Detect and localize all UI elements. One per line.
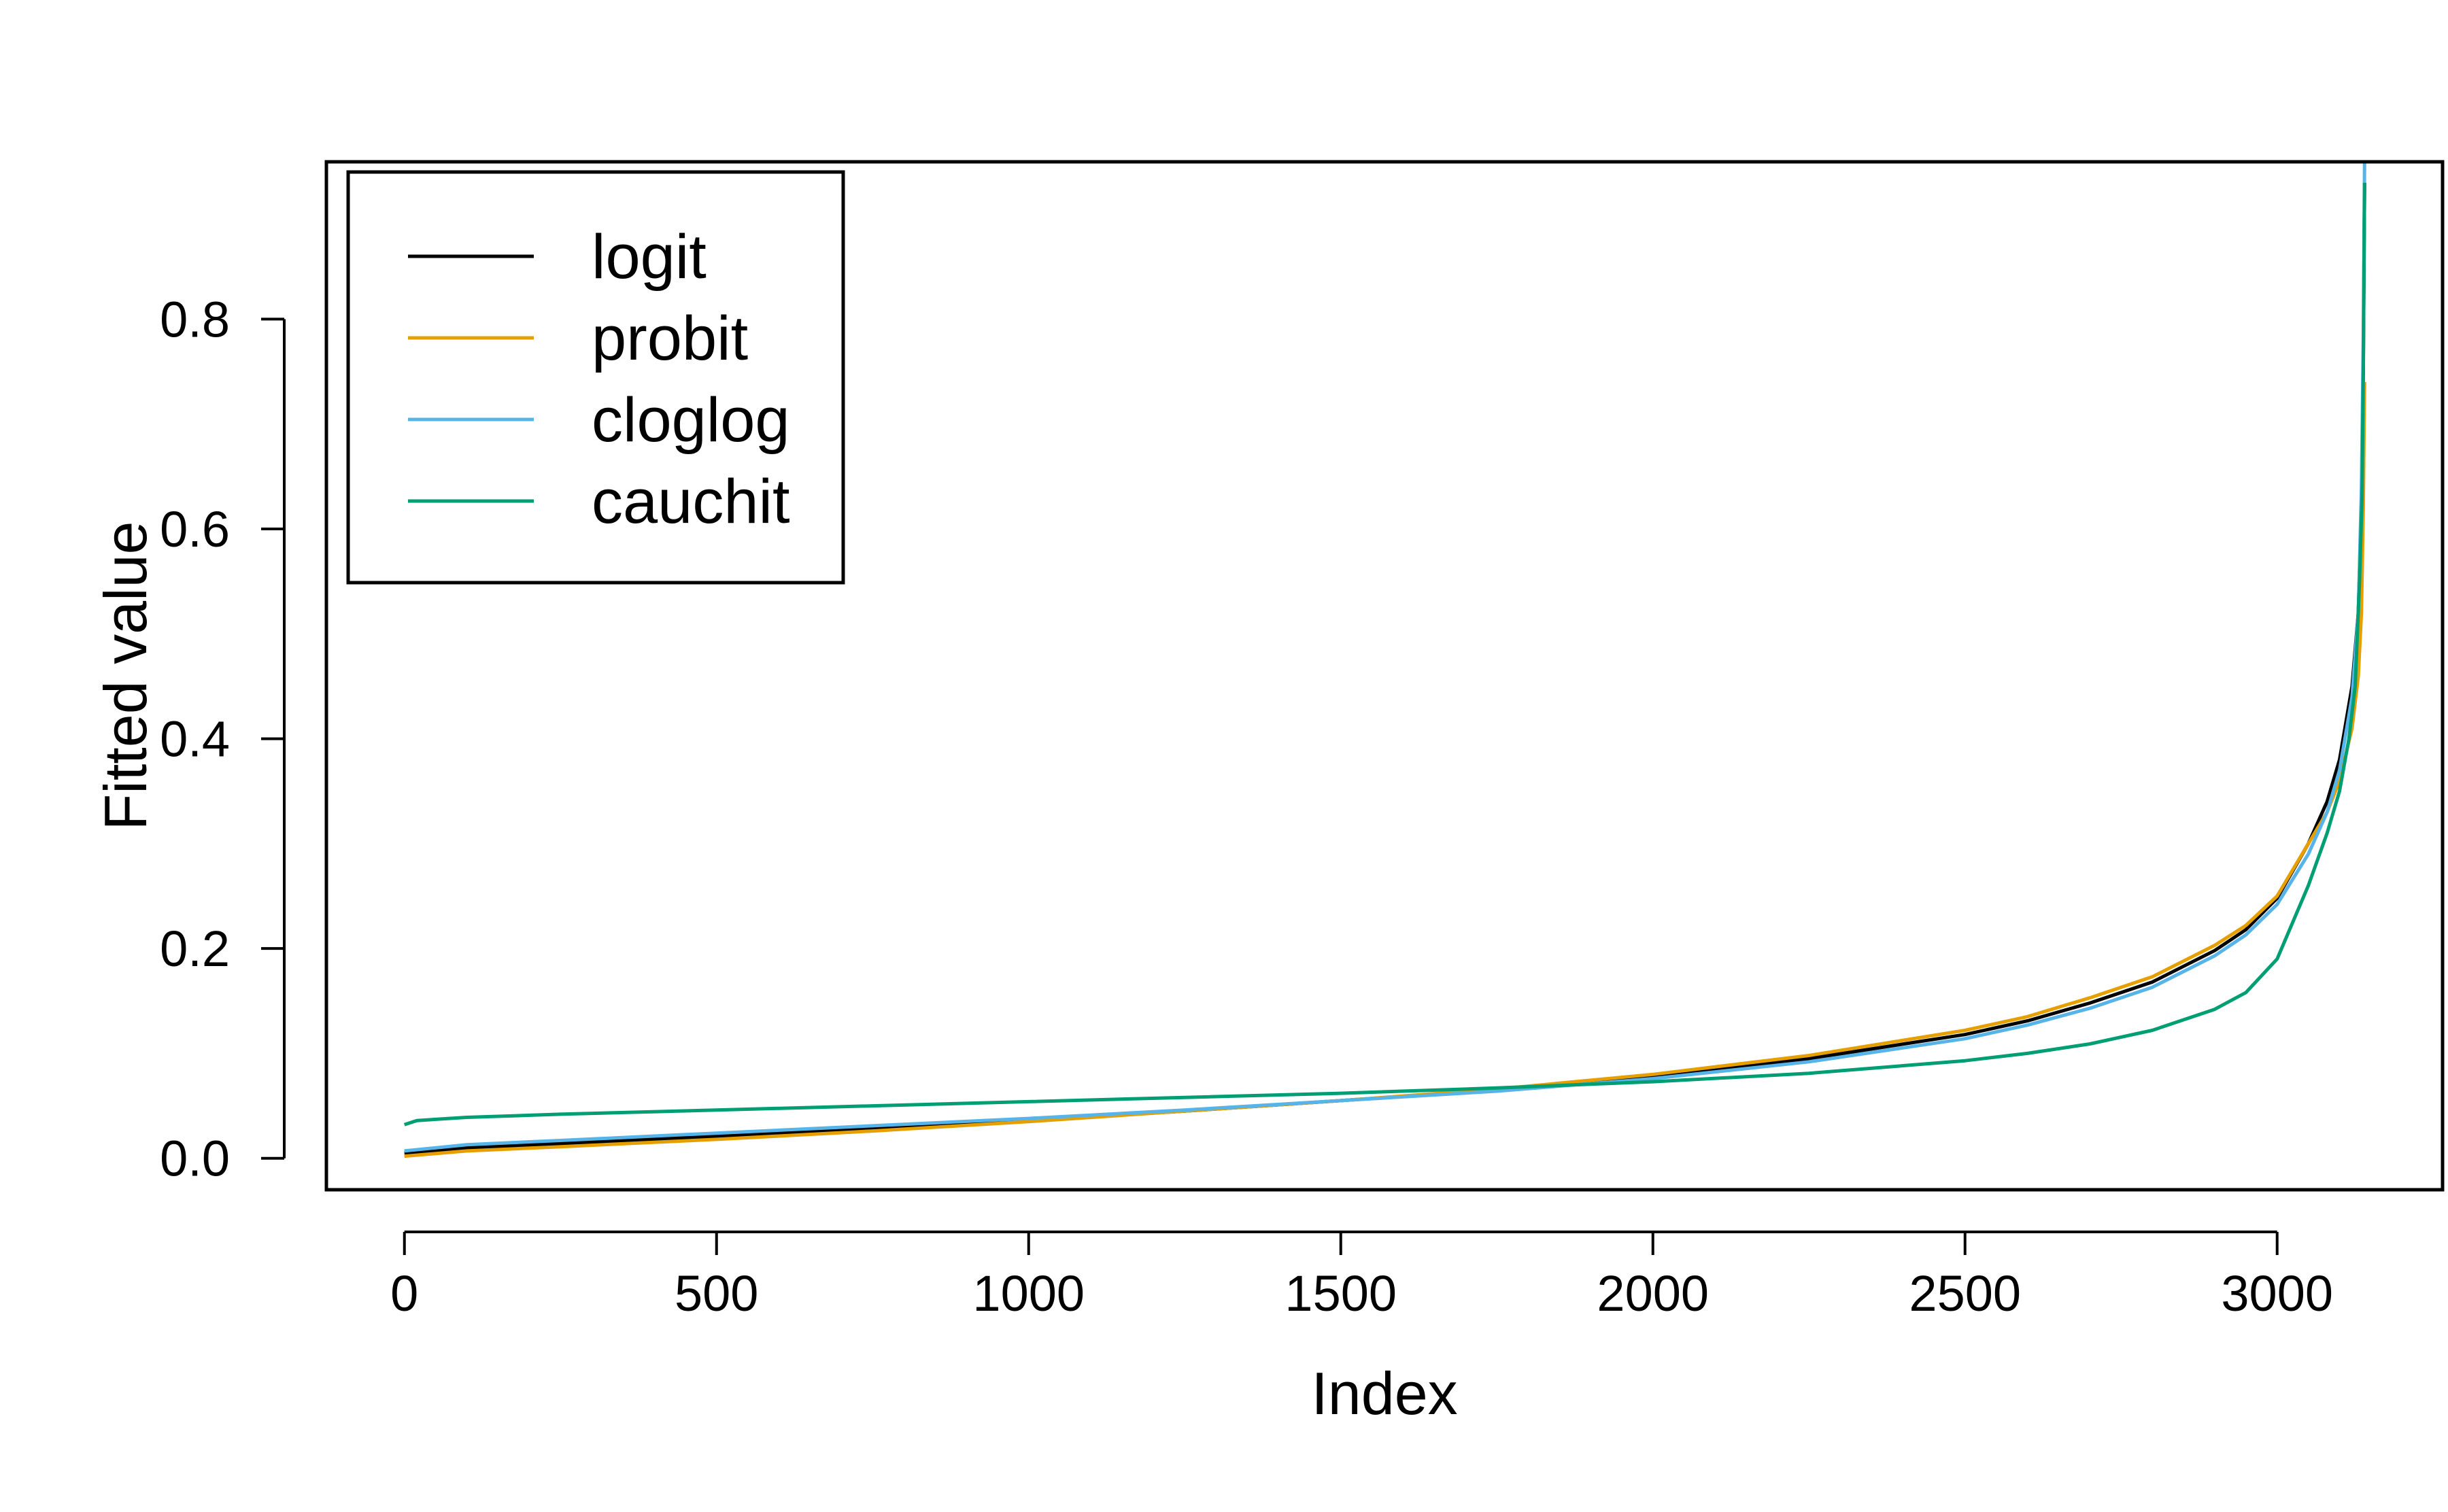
y-tick-label: 0.8 [160,291,230,347]
y-tick-label: 0.2 [160,921,230,977]
y-tick-label: 0.4 [160,711,230,768]
x-axis: 0 500 1000 1500 2000 2500 3000 [390,1231,2333,1322]
x-tick-label: 2000 [1597,1265,1709,1322]
series-line-logit [404,182,2366,1155]
legend-label-cloglog: cloglog [592,385,790,455]
x-axis-title: Index [1311,1360,1457,1427]
y-axis-title: Fitted value [92,521,159,831]
legend-label-logit: logit [592,222,707,292]
legend: logit probit cloglog cauchit [346,170,845,585]
legend-label-cauchit: cauchit [592,467,790,536]
x-tick-label: 500 [675,1265,758,1322]
legend-box [346,170,845,585]
plot-frame [324,160,2445,1192]
series-layer [403,162,2366,1158]
x-tick-label: 3000 [2221,1265,2333,1322]
y-tick-label: 0.6 [160,501,230,557]
x-tick-label: 1500 [1285,1265,1397,1322]
y-axis: 0.0 0.2 0.4 0.6 0.8 [160,291,286,1187]
legend-label-probit: probit [592,304,748,373]
series-line-cloglog [404,162,2366,1153]
x-tick-label: 2500 [1909,1265,2021,1322]
x-tick-label: 0 [390,1265,418,1322]
series-line-cauchit [403,182,2366,1127]
x-tick-label: 1000 [972,1265,1085,1322]
y-tick-label: 0.0 [160,1131,230,1187]
